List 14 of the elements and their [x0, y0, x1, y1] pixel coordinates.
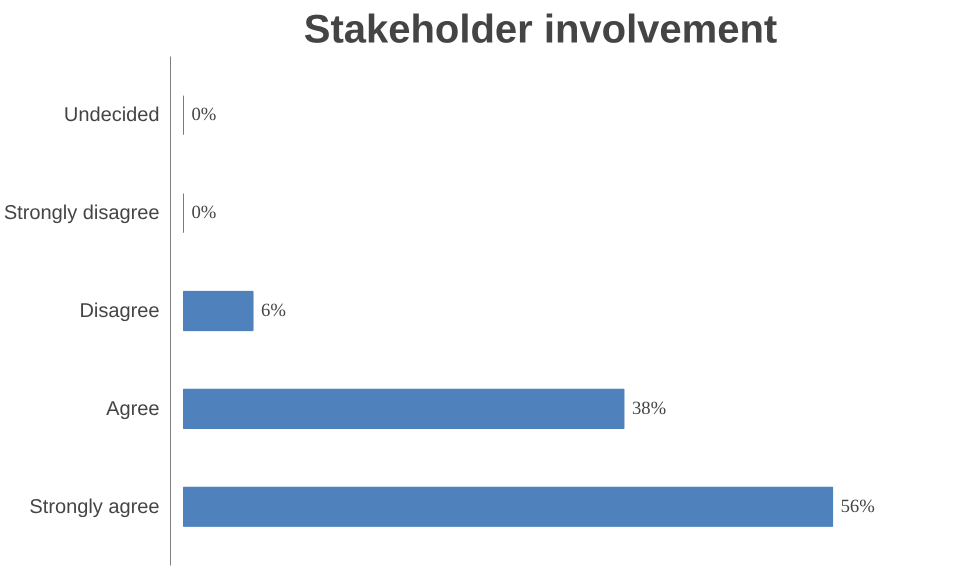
bar	[182, 486, 834, 527]
bar	[182, 388, 624, 429]
y-tick-label: Strongly agree	[29, 496, 160, 518]
chart-title: Stakeholder involvement	[304, 8, 778, 52]
y-tick-label: Undecided	[64, 104, 160, 126]
data-label: 0%	[191, 202, 216, 224]
y-tick-label: Disagree	[79, 300, 160, 322]
data-label: 56%	[840, 496, 875, 517]
data-label: 38%	[632, 398, 666, 419]
data-label: 6%	[261, 300, 286, 321]
y-tick-label: Strongly disagree	[4, 202, 160, 224]
bar	[182, 290, 254, 332]
y-tick-label: Agree	[106, 398, 160, 420]
data-label: 0%	[191, 104, 216, 126]
